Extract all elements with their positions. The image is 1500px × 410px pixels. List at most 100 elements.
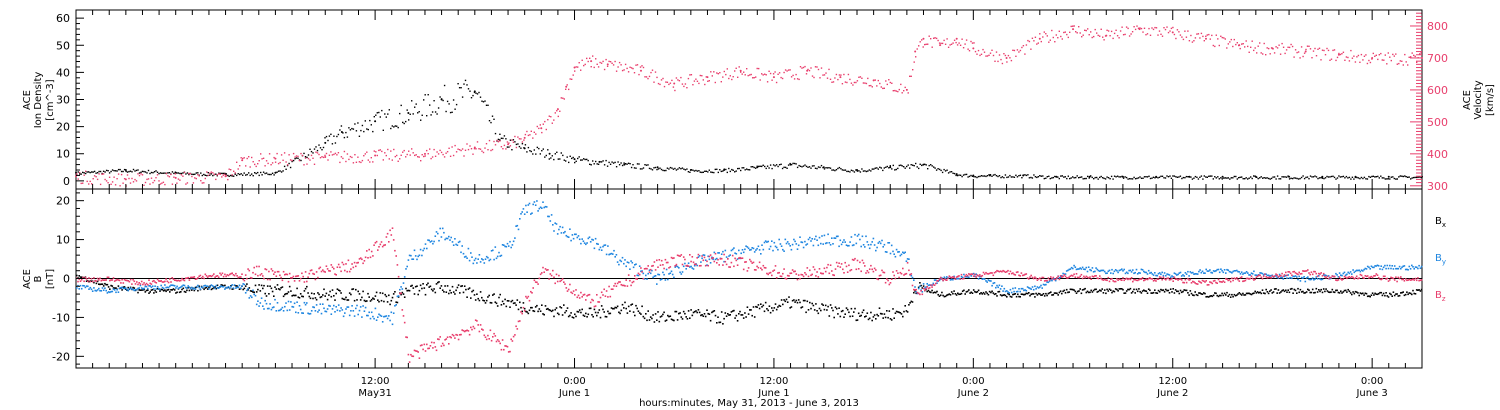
b-bx-point bbox=[740, 314, 742, 316]
b-bx-point bbox=[806, 300, 809, 303]
velocity-point bbox=[837, 78, 839, 81]
density-point bbox=[248, 172, 250, 174]
density-point bbox=[1348, 176, 1351, 179]
b-bz-point bbox=[462, 329, 465, 332]
velocity-point bbox=[970, 40, 972, 43]
b-by-point bbox=[214, 287, 216, 290]
density-point bbox=[1285, 176, 1288, 178]
velocity-point bbox=[119, 185, 121, 187]
b-bz-point bbox=[894, 277, 897, 280]
b-by-point bbox=[377, 316, 379, 318]
b-bx-point bbox=[1058, 291, 1061, 294]
velocity-point bbox=[565, 88, 567, 90]
b-by-point bbox=[543, 206, 545, 209]
velocity-point bbox=[692, 84, 694, 86]
b-by-point bbox=[751, 247, 753, 249]
b-bx-point bbox=[1333, 291, 1336, 294]
b-by-point bbox=[344, 312, 346, 314]
b-bz-point bbox=[221, 272, 224, 275]
b-by-point bbox=[482, 259, 484, 261]
density-point bbox=[941, 171, 944, 174]
b-by-point bbox=[1106, 272, 1108, 274]
b-bx-point bbox=[1150, 292, 1152, 294]
b-bx-point bbox=[1079, 288, 1081, 290]
b-bx-point bbox=[127, 286, 129, 289]
velocity-point bbox=[614, 60, 616, 63]
density-point bbox=[689, 171, 691, 173]
density-point bbox=[1007, 176, 1010, 178]
b-bx-point bbox=[714, 314, 717, 317]
velocity-point bbox=[312, 157, 314, 159]
b-bz-point bbox=[381, 245, 384, 248]
b-bx-point bbox=[647, 310, 649, 312]
b-bz-point bbox=[862, 262, 865, 264]
b-by-point bbox=[1133, 272, 1135, 275]
density-point bbox=[487, 104, 489, 106]
b-bx-point bbox=[779, 305, 782, 307]
b-by-point bbox=[1214, 270, 1216, 273]
velocity-point bbox=[747, 74, 749, 77]
b-bz-point bbox=[165, 278, 167, 280]
velocity-point bbox=[1294, 49, 1297, 51]
b-by-point bbox=[866, 241, 869, 243]
b-bx-point bbox=[413, 293, 416, 295]
b-bz-point bbox=[145, 282, 148, 285]
b-bx-point bbox=[287, 291, 290, 293]
velocity-point bbox=[1013, 49, 1016, 52]
b-bz-point bbox=[132, 278, 134, 281]
b-by-point bbox=[1169, 276, 1172, 279]
velocity-point bbox=[1134, 28, 1137, 31]
b-by-point bbox=[711, 256, 713, 259]
b-by-point bbox=[831, 237, 833, 239]
b-bz-point bbox=[525, 295, 527, 298]
b-by-point bbox=[1064, 273, 1067, 275]
b-bx-point bbox=[381, 292, 384, 295]
velocity-point bbox=[442, 153, 444, 156]
velocity-point bbox=[1202, 35, 1204, 38]
b-bz-point bbox=[257, 274, 259, 277]
b-by-point bbox=[121, 286, 123, 289]
velocity-point bbox=[967, 48, 969, 50]
velocity-point bbox=[141, 174, 144, 176]
b-bx-point bbox=[1320, 288, 1322, 291]
velocity-point bbox=[1332, 49, 1334, 52]
density-point bbox=[574, 161, 576, 164]
velocity-label-line-2: Velocity bbox=[1473, 80, 1484, 119]
b-bz-point bbox=[109, 279, 111, 282]
b-by-point bbox=[928, 284, 931, 286]
b-bx-point bbox=[355, 288, 357, 291]
b-bz-point bbox=[516, 328, 519, 330]
velocity-point bbox=[720, 81, 722, 83]
velocity-point bbox=[1069, 31, 1071, 33]
velocity-point bbox=[131, 177, 133, 180]
density-point bbox=[587, 159, 589, 162]
b-bz-point bbox=[379, 243, 382, 246]
velocity-point bbox=[530, 130, 532, 132]
velocity-tick-label: 500 bbox=[1427, 116, 1448, 129]
velocity-tick-label: 600 bbox=[1427, 84, 1448, 97]
density-point bbox=[976, 176, 978, 179]
density-point bbox=[1398, 176, 1400, 178]
b-by-point bbox=[1370, 265, 1373, 268]
velocity-point bbox=[1079, 32, 1081, 34]
b-by-point bbox=[476, 262, 478, 264]
velocity-point bbox=[1100, 28, 1102, 30]
b-by-point bbox=[1086, 270, 1089, 273]
velocity-point bbox=[879, 82, 881, 85]
b-by-point bbox=[684, 262, 686, 265]
b-bx-point bbox=[264, 292, 266, 295]
b-by-point bbox=[1172, 276, 1174, 278]
velocity-point bbox=[544, 120, 546, 123]
b-bz-point bbox=[467, 330, 470, 332]
b-bx-point bbox=[313, 293, 315, 295]
velocity-point bbox=[1107, 30, 1110, 32]
series-by bbox=[76, 200, 1423, 326]
density-point bbox=[1202, 178, 1204, 180]
b-bx-point bbox=[1144, 290, 1146, 292]
b-by-point bbox=[750, 248, 752, 251]
b-bx-point bbox=[1322, 288, 1325, 290]
density-point bbox=[1214, 176, 1216, 178]
b-by-point bbox=[269, 303, 271, 305]
velocity-point bbox=[904, 86, 906, 89]
density-point bbox=[467, 88, 470, 90]
